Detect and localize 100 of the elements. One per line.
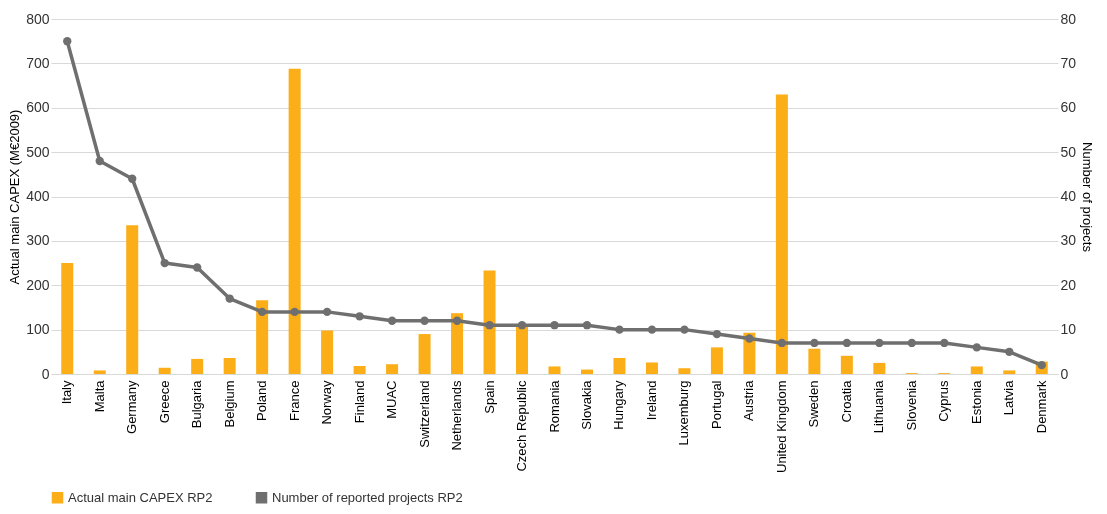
bar: [580, 369, 593, 374]
point: [777, 338, 787, 348]
x-tick-label: Austria: [741, 379, 757, 421]
bar: [158, 367, 171, 374]
x-tick-label: Romania: [546, 379, 562, 433]
point: [160, 258, 169, 268]
point: [192, 263, 202, 272]
bar: [645, 362, 658, 374]
y-tick-label: 500: [26, 143, 50, 160]
bar: [483, 270, 496, 374]
y-tick-label: 400: [26, 188, 50, 204]
x-tick-label: Estonia: [968, 379, 984, 424]
bar: [873, 362, 886, 374]
x-tick-label: United Kingdom: [773, 380, 789, 473]
point: [322, 307, 332, 317]
y2-tick-label: 60: [1060, 99, 1077, 116]
bar: [613, 358, 626, 374]
y2-tick-label: 40: [1060, 188, 1077, 204]
y2-tick-label: 50: [1060, 143, 1077, 160]
y-tick-label: 700: [26, 54, 50, 71]
x-tick-label: Hungary: [611, 380, 627, 430]
x-tick-label: Finland: [351, 380, 367, 424]
x-tick-label: Sweden: [806, 380, 822, 428]
x-tick-label: Portugal: [708, 380, 724, 429]
point: [95, 156, 104, 166]
point: [810, 338, 819, 348]
bar: [191, 358, 204, 374]
point: [257, 307, 267, 317]
bar: [418, 334, 431, 374]
point: [517, 321, 527, 330]
point: [63, 37, 72, 46]
point: [875, 338, 884, 348]
y-tick-label: 800: [26, 10, 50, 27]
x-tick-label: Slovakia: [578, 379, 594, 430]
bar: [1003, 370, 1016, 374]
x-tick-label: Lithuania: [871, 379, 887, 434]
point: [712, 329, 722, 339]
bar: [516, 326, 529, 374]
point: [582, 321, 592, 330]
legend-label: Actual main CAPEX RP2: [68, 489, 213, 505]
legend-label: Number of reported projects RP2: [272, 489, 463, 505]
point: [387, 316, 397, 325]
bar: [288, 68, 301, 374]
point: [128, 174, 137, 183]
bar: [970, 366, 983, 374]
point: [842, 338, 852, 348]
point: [1005, 347, 1014, 356]
y-tick-label: 600: [26, 99, 50, 116]
x-tick-label: France: [286, 380, 302, 421]
point: [550, 321, 559, 330]
x-tick-label: Italy: [59, 380, 75, 405]
y-tick-label: 100: [26, 321, 50, 338]
y2-tick-label: 10: [1060, 321, 1077, 338]
bar: [223, 358, 236, 374]
y2-axis-title: Number of projects: [1080, 142, 1096, 253]
x-tick-label: Bulgaria: [189, 379, 205, 429]
point: [647, 325, 657, 334]
point: [940, 338, 949, 348]
bar: [386, 364, 399, 374]
x-tick-label: Croatia: [838, 379, 854, 423]
bar: [775, 94, 788, 374]
point: [225, 294, 234, 303]
x-tick-label: Norway: [319, 380, 335, 425]
bar: [840, 355, 853, 374]
bar: [321, 330, 334, 374]
y-axis-title: Actual main CAPEX (M€2009): [7, 109, 23, 285]
x-tick-label: Luxemburg: [676, 380, 692, 446]
x-tick-label: Greece: [156, 380, 172, 424]
point: [615, 325, 624, 334]
x-tick-label: Denmark: [1033, 380, 1049, 434]
x-tick-label: MUAC: [384, 380, 400, 419]
bar: [256, 300, 269, 374]
y2-tick-label: 80: [1060, 10, 1077, 27]
x-tick-label: Slovenia: [903, 379, 919, 431]
y2-tick-label: 30: [1060, 232, 1077, 249]
point: [972, 343, 981, 352]
bar: [451, 313, 464, 374]
bar: [126, 225, 139, 374]
point: [680, 325, 689, 334]
point: [355, 312, 364, 321]
bar: [61, 263, 74, 374]
x-tick-label: Germany: [124, 380, 140, 434]
point: [907, 338, 917, 348]
point: [452, 316, 462, 325]
point: [485, 321, 494, 330]
point: [420, 316, 429, 325]
y-tick-label: 200: [26, 276, 50, 293]
y-tick-label: 300: [26, 232, 50, 249]
x-tick-label: Poland: [254, 380, 270, 421]
y2-tick-label: 70: [1060, 54, 1077, 71]
y-tick-label: 0: [41, 365, 50, 382]
point: [745, 334, 754, 343]
bar: [93, 370, 106, 374]
point: [1037, 360, 1046, 370]
x-tick-label: Latvia: [1001, 379, 1017, 416]
bar: [678, 368, 691, 374]
x-tick-label: Belgium: [221, 380, 237, 428]
x-tick-label: Czech Republic: [514, 380, 530, 472]
x-tick-label: Cyprus: [936, 380, 952, 422]
bar: [710, 347, 723, 374]
